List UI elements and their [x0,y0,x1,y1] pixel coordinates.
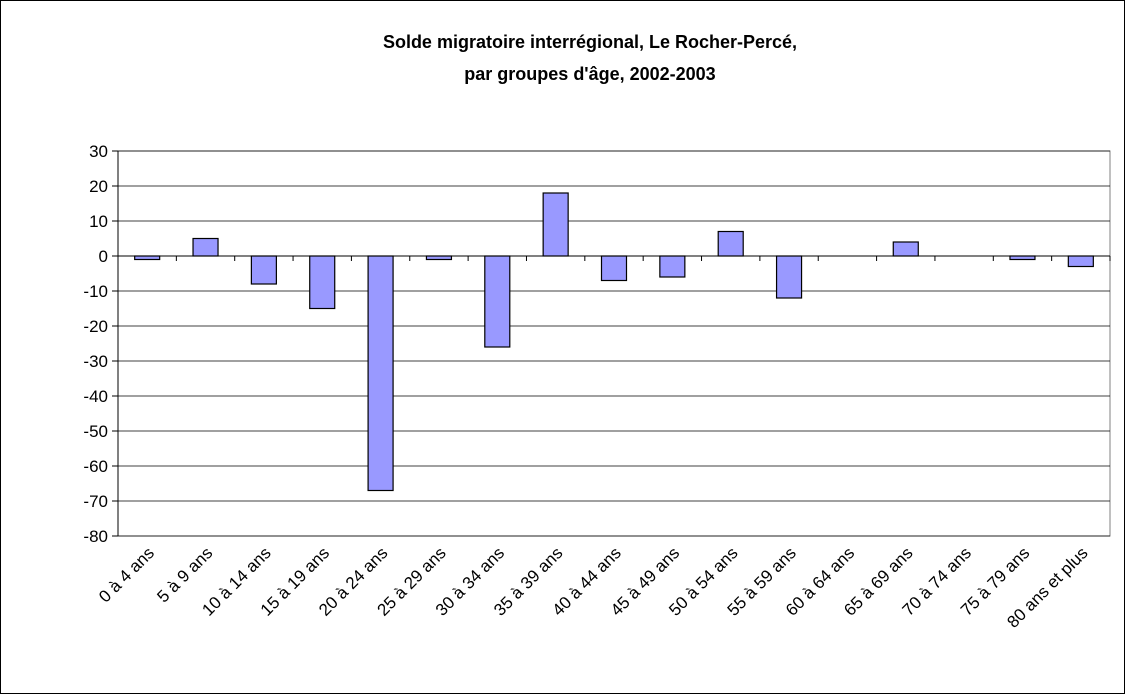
bar [192,237,219,257]
y-tick-label: -70 [83,492,108,511]
bar [250,255,277,285]
bar [425,255,453,261]
bar [1067,255,1094,268]
y-tick-label: -40 [83,387,108,406]
bar [309,255,336,310]
bar [892,241,919,257]
bar [600,255,628,282]
y-tick-label: -80 [83,527,108,546]
bar [367,255,394,492]
y-tick-label: -50 [83,422,108,441]
y-tick-label: -30 [83,352,108,371]
bar [134,255,161,261]
y-tick-label: 0 [99,247,108,266]
bar [542,192,569,257]
chart-title: Solde migratoire interrégional, Le Roche… [383,32,797,52]
chart-title: par groupes d'âge, 2002-2003 [464,64,715,84]
bar [717,230,744,257]
bar [484,255,511,348]
y-tick-label: -60 [83,457,108,476]
y-tick-label: 30 [89,142,108,161]
y-tick-label: -10 [83,282,108,301]
plot-area [117,150,1111,537]
y-tick-label: -20 [83,317,108,336]
y-tick-label: 20 [89,177,108,196]
bar [659,255,686,278]
bar [1009,255,1036,261]
y-tick-label: 10 [89,212,108,231]
bar [775,255,803,299]
